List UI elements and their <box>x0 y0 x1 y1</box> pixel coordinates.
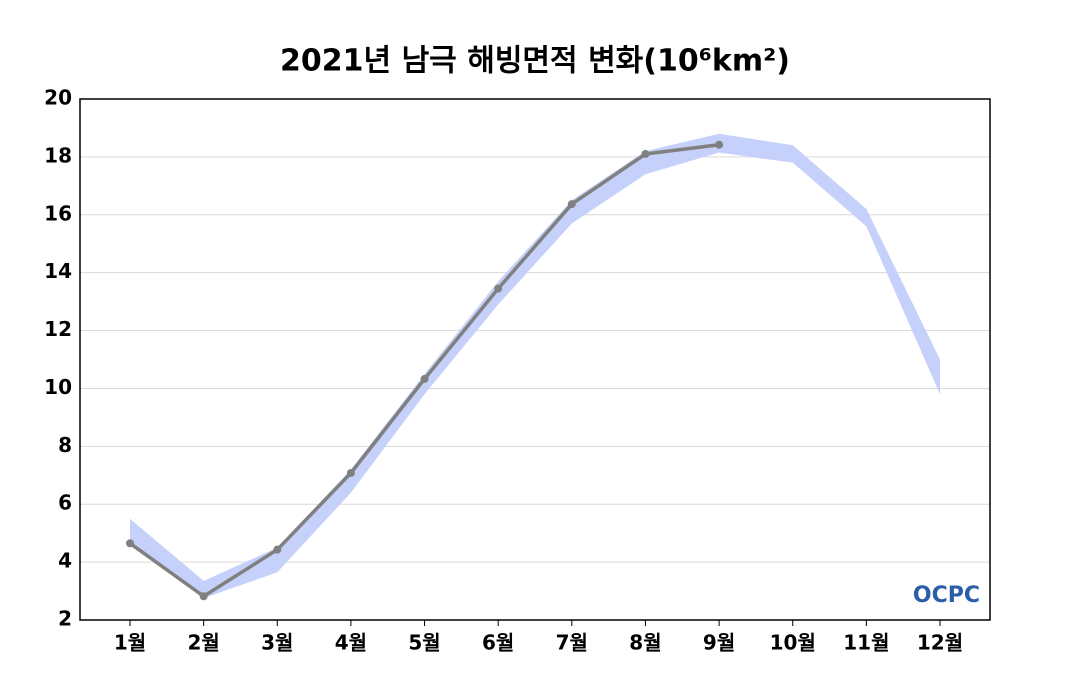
x-tick-label: 11월 <box>843 631 889 655</box>
y-tick-label: 18 <box>44 143 72 167</box>
x-tick-label: 3월 <box>261 631 293 655</box>
y-tick-label: 12 <box>44 317 72 341</box>
y-tick-label: 10 <box>44 375 72 399</box>
x-tick-label: 6월 <box>482 631 514 655</box>
watermark: OCPC <box>913 583 980 608</box>
point <box>420 374 429 383</box>
point <box>346 468 355 477</box>
plot-frame <box>79 98 991 621</box>
x-tick-label: 5월 <box>408 631 440 655</box>
y-tick-label: 14 <box>44 259 72 283</box>
point <box>199 592 208 601</box>
point <box>641 149 650 158</box>
chart-title: 2021년 남극 해빙면적 변화(10⁶km²) <box>280 44 790 79</box>
point <box>126 539 134 548</box>
y-tick-label: 16 <box>44 201 72 225</box>
y-tick-label: 6 <box>58 491 72 515</box>
y-tick-label: 4 <box>58 549 72 573</box>
point <box>715 140 724 149</box>
line <box>128 142 720 599</box>
y-tick-label: 2 <box>58 607 72 631</box>
x-tick-label: 4월 <box>335 631 367 655</box>
x-tick-label: 7월 <box>556 631 588 655</box>
range-band <box>130 133 940 599</box>
point <box>567 200 576 209</box>
y-tick-label: 20 <box>44 86 72 110</box>
x-tick-label: 1월 <box>114 631 146 655</box>
y-tick-label: 8 <box>58 433 72 457</box>
x-tick-label: 9월 <box>703 631 735 655</box>
x-tick-label: 8월 <box>629 631 661 655</box>
x-tick-label: 2월 <box>187 631 219 655</box>
x-tick-label: 10월 <box>770 631 816 655</box>
x-tick-label: 12월 <box>917 631 963 655</box>
point <box>494 284 503 293</box>
point <box>273 545 282 554</box>
